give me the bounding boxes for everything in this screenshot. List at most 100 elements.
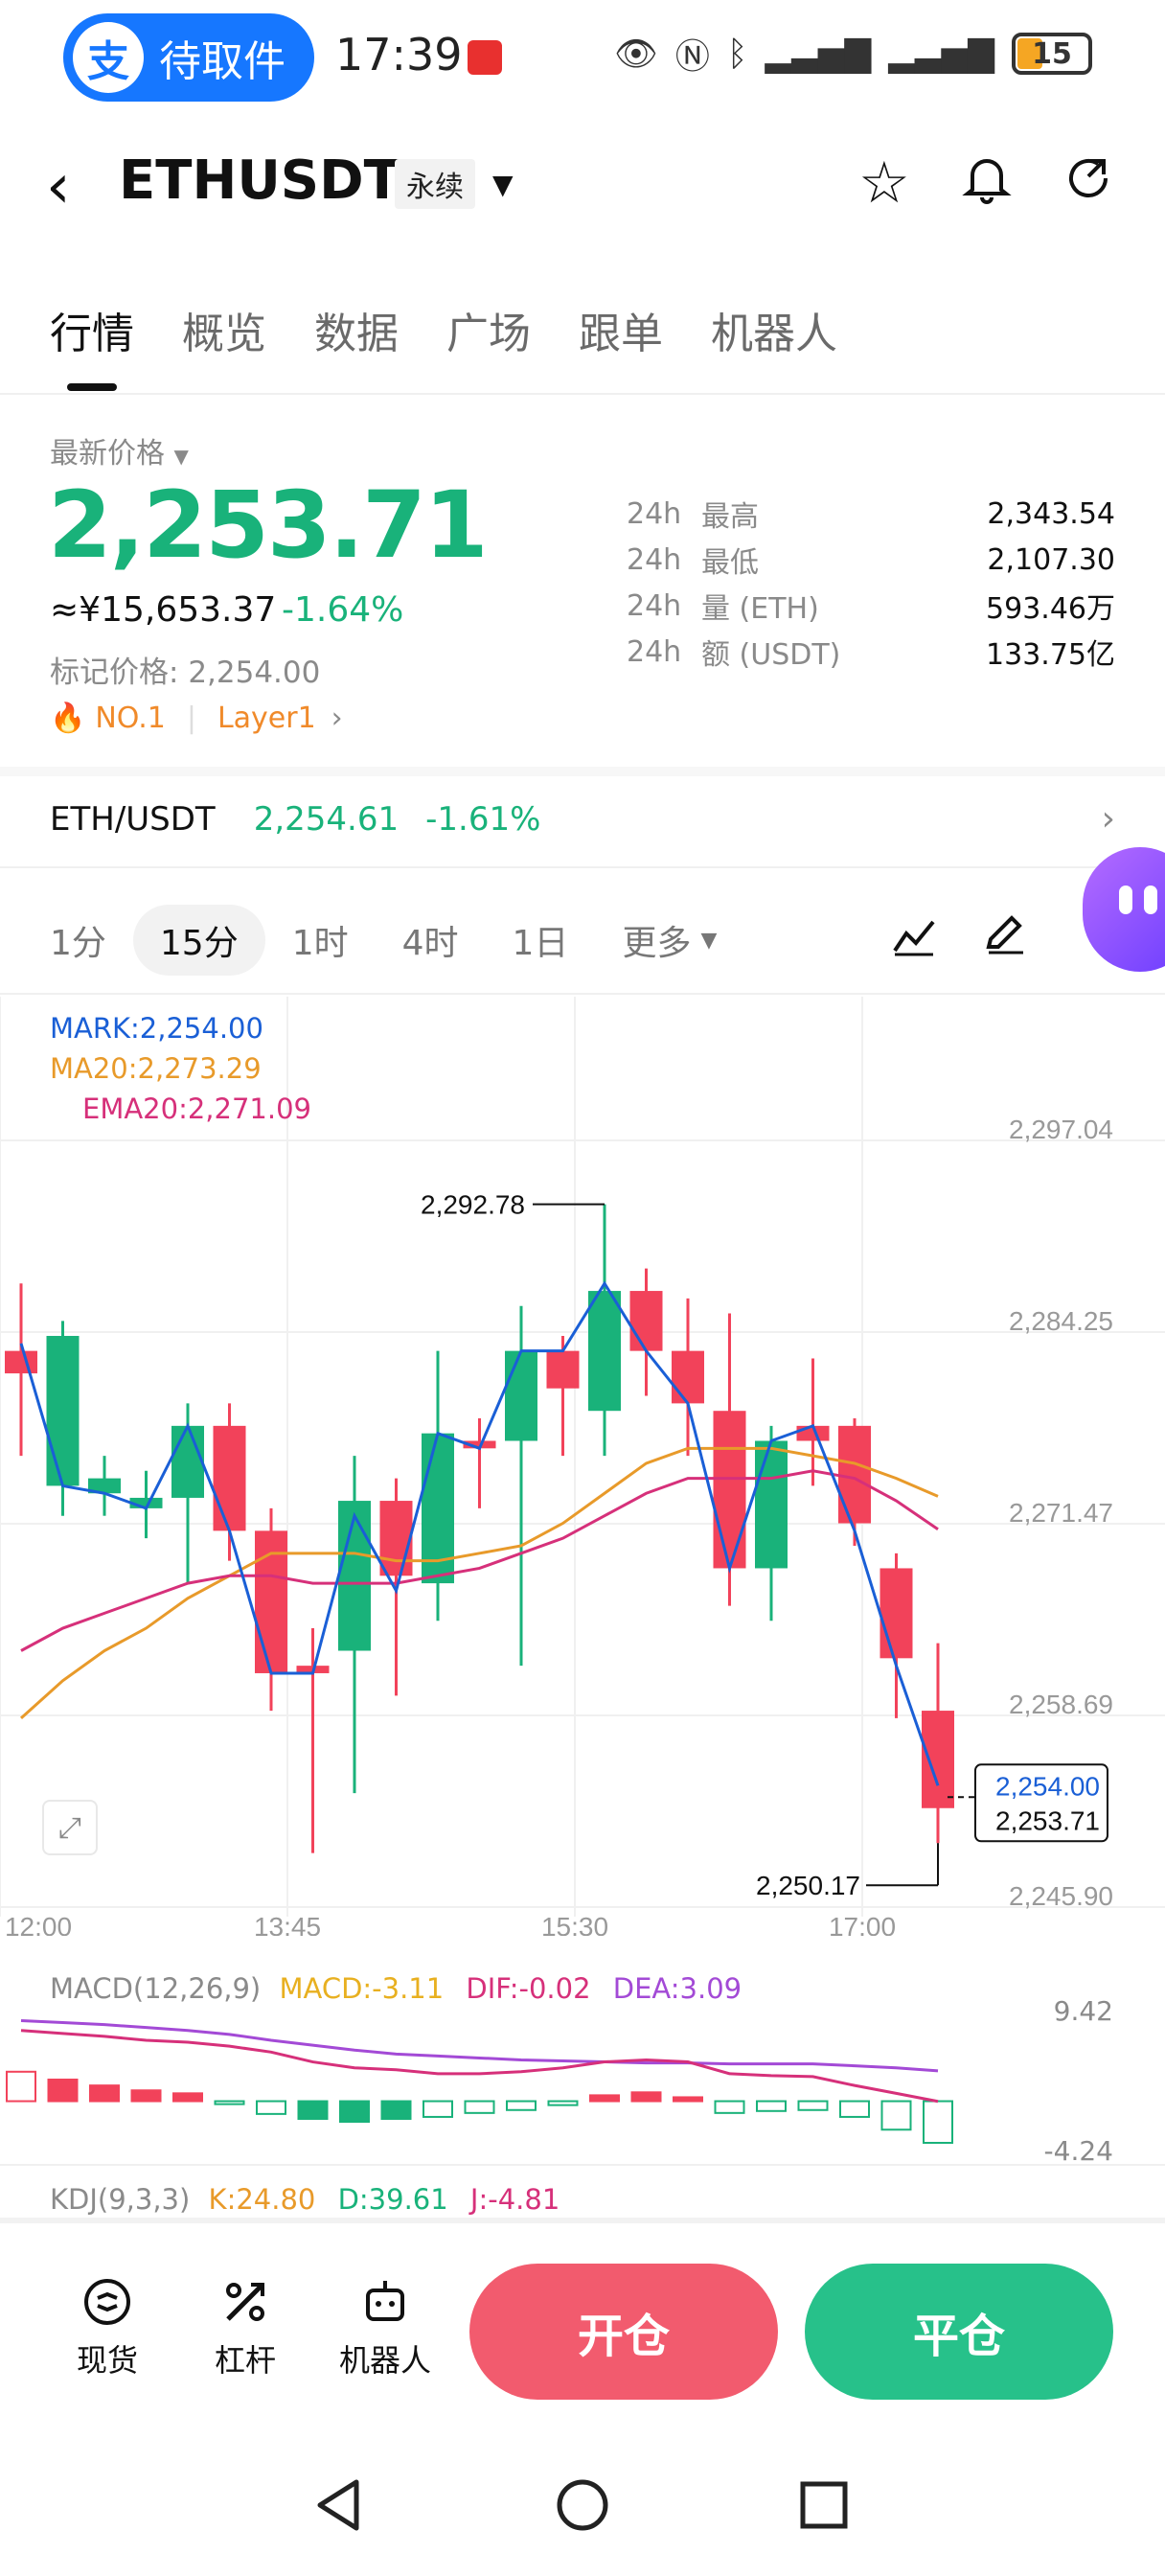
macd-bar [839, 2100, 870, 2118]
spot-price-row[interactable]: ETH/USDT 2,254.61 -1.61% › [50, 799, 1115, 839]
dif-value: DIF:-0.02 [466, 1972, 591, 2005]
interval-15m[interactable]: 15分 [132, 905, 265, 976]
candle-body [46, 1335, 80, 1486]
y-tick-label: 2,271.47 [1009, 1498, 1113, 1528]
macd-bar [297, 2100, 329, 2120]
candle-body [171, 1425, 204, 1498]
k-value: K:24.80 [208, 2183, 316, 2216]
macd-bar [797, 2100, 829, 2111]
divider [0, 393, 1165, 395]
spot-pair: ETH/USDT [50, 799, 216, 839]
alipay-logo: 支 [73, 22, 144, 93]
symbol-title[interactable]: ETHUSDT [119, 150, 400, 212]
candle-body [463, 1440, 496, 1449]
tab-copy-trading[interactable]: 跟单 [579, 310, 663, 358]
draw-icon[interactable] [981, 910, 1027, 960]
tab-overview[interactable]: 概览 [182, 310, 266, 358]
kdj-legend: KDJ(9,3,3) K:24.80 D:39.61 J:-4.81 [50, 2183, 560, 2216]
macd-top-label: 9.42 [1053, 1995, 1113, 2027]
close-position-button[interactable]: 平仓 [805, 2264, 1113, 2400]
candle-body [546, 1350, 580, 1389]
j-value: J:-4.81 [469, 2183, 560, 2216]
candle-body [879, 1568, 913, 1659]
tab-robot[interactable]: 机器人 [711, 310, 837, 358]
divider [0, 993, 1165, 995]
eye-icon: 👁 [614, 34, 658, 74]
legend-mark: MARK:2,254.00 [50, 1012, 263, 1045]
macd-label: MACD(12,26,9) [50, 1972, 262, 2005]
x-tick-label: 12:00 [5, 1912, 72, 1936]
open-position-button[interactable]: 开仓 [469, 2264, 778, 2400]
dea-value: DEA:3.09 [612, 1972, 742, 2005]
interval-4h[interactable]: 4时 [401, 924, 459, 963]
macd-bar [923, 2100, 953, 2145]
separator: | [186, 702, 196, 735]
spot-icon [50, 2275, 165, 2336]
cny-price: ≈¥15,653.37 [50, 590, 277, 630]
macd-bar [714, 2100, 745, 2114]
chevron-down-icon[interactable]: ▼ [492, 169, 514, 200]
status-time: 17:39 [335, 29, 463, 80]
candle-body [922, 1711, 954, 1808]
latest-price-label[interactable]: 最新价格 ▼ [50, 437, 189, 471]
candle-body [88, 1478, 121, 1494]
stat-row: 24h 量 (ETH) 593.46万 [627, 588, 1115, 627]
divider [0, 2164, 1165, 2166]
interval-1h[interactable]: 1时 [291, 924, 349, 963]
candle-body [629, 1291, 663, 1351]
contract-type-badge[interactable]: 永续 [395, 159, 475, 209]
macd-legend: MACD(12,26,9) MACD:-3.11 DIF:-0.02 DEA:3… [50, 1972, 742, 2005]
y-tick-label: 2,258.69 [1009, 1690, 1113, 1719]
battery-icon: 15 [1012, 33, 1092, 75]
fullscreen-icon[interactable]: ⤢ [42, 1800, 98, 1855]
last-price: 2,253.71 [48, 472, 489, 579]
candle-body [505, 1350, 537, 1441]
macd-bar [339, 2100, 370, 2124]
robot-icon [328, 2275, 443, 2336]
current-last-label: 2,253.71 [995, 1806, 1100, 1835]
indicator-icon[interactable] [891, 912, 937, 962]
share-icon[interactable] [1060, 150, 1117, 221]
stat-row: 24h 最低 2,107.30 [627, 542, 1115, 581]
back-icon[interactable]: ‹ [46, 151, 71, 222]
macd-bar [630, 2091, 662, 2103]
stat-row: 24h 最高 2,343.54 [627, 496, 1115, 535]
candlestick-chart[interactable]: 2,297.04 2,284.25 2,271.47 2,258.69 2,245.90… [0, 997, 1165, 1936]
ema20-line [20, 1469, 939, 1652]
macd-bar [380, 2100, 412, 2120]
x-tick-label: 17:00 [829, 1912, 896, 1936]
system-recents-icon[interactable] [797, 2476, 851, 2547]
x-tick-label: 13:45 [254, 1912, 321, 1936]
category-tag[interactable]: Layer1 [217, 702, 316, 735]
huawei-app-icon [468, 40, 502, 75]
fire-icon: 🔥 [50, 702, 86, 735]
interval-1d[interactable]: 1日 [512, 924, 569, 963]
macd-bar [547, 2100, 579, 2106]
candle-body [672, 1350, 704, 1404]
nav-leverage[interactable]: 杠杆 [188, 2275, 303, 2380]
pickup-pill[interactable]: 支 待取件 [63, 13, 314, 102]
assistant-bot-icon[interactable] [1083, 847, 1165, 972]
nav-spot[interactable]: 现货 [50, 2275, 165, 2380]
candle-body [755, 1440, 788, 1569]
macd-bar [89, 2084, 120, 2103]
star-icon[interactable]: ☆ [858, 150, 910, 217]
system-back-icon[interactable] [312, 2476, 366, 2549]
high-label: 2,292.78 [421, 1190, 525, 1220]
tab-market[interactable]: 行情 [50, 310, 134, 358]
nav-robot[interactable]: 机器人 [328, 2275, 443, 2380]
interval-1m[interactable]: 1分 [50, 924, 106, 963]
spot-price: 2,254.61 [253, 799, 400, 839]
system-home-icon[interactable] [554, 2476, 611, 2549]
d-value: D:39.61 [337, 2183, 448, 2216]
tab-data[interactable]: 数据 [314, 310, 399, 358]
tab-indicator [67, 383, 117, 391]
stat-row: 24h 额 (USDT) 133.75亿 [627, 634, 1115, 673]
bell-icon[interactable] [958, 150, 1016, 221]
chevron-down-icon: ▼ [700, 928, 718, 953]
rank-tag[interactable]: NO.1 [95, 702, 166, 735]
legend-ma20: MA20:2,273.29 [50, 1052, 262, 1085]
tab-square[interactable]: 广场 [446, 310, 531, 358]
macd-bar [172, 2092, 203, 2103]
interval-more[interactable]: 更多 ▼ [622, 924, 718, 963]
